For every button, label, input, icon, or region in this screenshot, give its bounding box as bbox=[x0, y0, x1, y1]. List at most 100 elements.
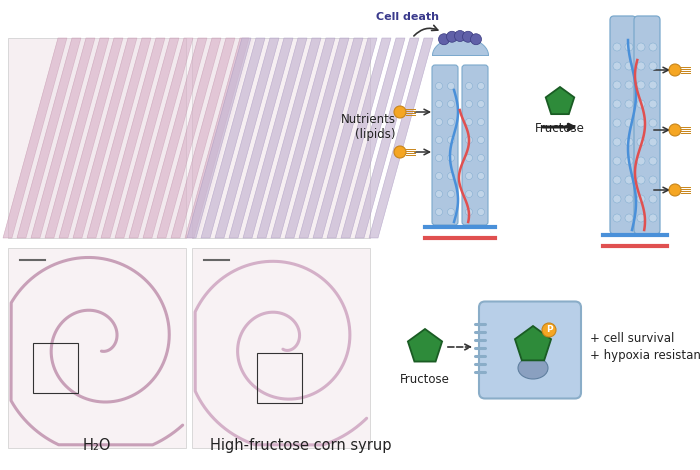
Polygon shape bbox=[138, 38, 198, 238]
Circle shape bbox=[447, 136, 454, 143]
Circle shape bbox=[463, 31, 473, 42]
Circle shape bbox=[542, 323, 556, 337]
Polygon shape bbox=[87, 38, 151, 238]
Polygon shape bbox=[187, 38, 251, 238]
Circle shape bbox=[613, 138, 621, 146]
Circle shape bbox=[637, 157, 645, 165]
Polygon shape bbox=[369, 38, 433, 238]
Circle shape bbox=[625, 81, 633, 89]
Polygon shape bbox=[515, 326, 551, 360]
Circle shape bbox=[649, 176, 657, 184]
Circle shape bbox=[466, 190, 472, 197]
Text: Nutrients
(lipids): Nutrients (lipids) bbox=[341, 113, 396, 141]
Ellipse shape bbox=[518, 357, 548, 379]
Polygon shape bbox=[26, 38, 86, 238]
Polygon shape bbox=[157, 38, 221, 238]
Polygon shape bbox=[185, 38, 249, 238]
Circle shape bbox=[466, 209, 472, 216]
Circle shape bbox=[637, 62, 645, 70]
Circle shape bbox=[637, 100, 645, 108]
FancyBboxPatch shape bbox=[432, 65, 458, 225]
Circle shape bbox=[637, 43, 645, 51]
Circle shape bbox=[477, 101, 484, 108]
Circle shape bbox=[454, 31, 466, 41]
Text: Cell death: Cell death bbox=[377, 12, 440, 22]
Polygon shape bbox=[180, 38, 240, 238]
Polygon shape bbox=[313, 38, 377, 238]
Circle shape bbox=[447, 83, 454, 89]
Circle shape bbox=[447, 172, 454, 180]
Circle shape bbox=[649, 214, 657, 222]
Circle shape bbox=[447, 101, 454, 108]
Circle shape bbox=[477, 136, 484, 143]
Circle shape bbox=[466, 101, 472, 108]
Text: + cell survival: + cell survival bbox=[590, 331, 674, 345]
Polygon shape bbox=[299, 38, 363, 238]
Circle shape bbox=[447, 31, 458, 42]
Polygon shape bbox=[31, 38, 95, 238]
Polygon shape bbox=[194, 38, 254, 238]
Polygon shape bbox=[115, 38, 179, 238]
Text: Fructose: Fructose bbox=[400, 373, 450, 386]
Polygon shape bbox=[59, 38, 123, 238]
Circle shape bbox=[637, 119, 645, 127]
FancyBboxPatch shape bbox=[8, 248, 186, 448]
Bar bbox=[257, 353, 302, 403]
Polygon shape bbox=[143, 38, 207, 238]
Polygon shape bbox=[96, 38, 156, 238]
Circle shape bbox=[637, 176, 645, 184]
Circle shape bbox=[637, 195, 645, 203]
Text: P: P bbox=[546, 326, 552, 335]
Circle shape bbox=[477, 190, 484, 197]
Circle shape bbox=[613, 157, 621, 165]
Circle shape bbox=[637, 81, 645, 89]
Polygon shape bbox=[166, 38, 226, 238]
Circle shape bbox=[435, 172, 442, 180]
Circle shape bbox=[438, 34, 449, 45]
Circle shape bbox=[669, 184, 681, 196]
Circle shape bbox=[625, 176, 633, 184]
Circle shape bbox=[637, 214, 645, 222]
Circle shape bbox=[625, 119, 633, 127]
Circle shape bbox=[649, 43, 657, 51]
FancyBboxPatch shape bbox=[8, 38, 186, 238]
Polygon shape bbox=[82, 38, 142, 238]
Circle shape bbox=[466, 136, 472, 143]
Circle shape bbox=[649, 157, 657, 165]
Polygon shape bbox=[257, 38, 321, 238]
Polygon shape bbox=[45, 38, 109, 238]
Polygon shape bbox=[229, 38, 293, 238]
Circle shape bbox=[649, 100, 657, 108]
Text: Fructose: Fructose bbox=[535, 122, 585, 135]
Circle shape bbox=[669, 124, 681, 136]
Polygon shape bbox=[73, 38, 137, 238]
FancyBboxPatch shape bbox=[192, 38, 370, 238]
Circle shape bbox=[613, 176, 621, 184]
Circle shape bbox=[613, 81, 621, 89]
Circle shape bbox=[613, 43, 621, 51]
Circle shape bbox=[477, 118, 484, 125]
Circle shape bbox=[649, 138, 657, 146]
Circle shape bbox=[613, 119, 621, 127]
Circle shape bbox=[466, 83, 472, 89]
Circle shape bbox=[477, 155, 484, 162]
Polygon shape bbox=[129, 38, 193, 238]
Polygon shape bbox=[152, 38, 212, 238]
Circle shape bbox=[447, 118, 454, 125]
Circle shape bbox=[613, 195, 621, 203]
FancyBboxPatch shape bbox=[479, 301, 581, 399]
Circle shape bbox=[435, 83, 442, 89]
Circle shape bbox=[625, 214, 633, 222]
Polygon shape bbox=[110, 38, 170, 238]
Polygon shape bbox=[285, 38, 349, 238]
Circle shape bbox=[466, 118, 472, 125]
Circle shape bbox=[477, 209, 484, 216]
Polygon shape bbox=[271, 38, 335, 238]
Bar bbox=[33, 343, 78, 393]
Circle shape bbox=[435, 155, 442, 162]
Circle shape bbox=[637, 138, 645, 146]
Text: High-fructose corn syrup: High-fructose corn syrup bbox=[210, 438, 391, 453]
Circle shape bbox=[625, 195, 633, 203]
Circle shape bbox=[477, 172, 484, 180]
Polygon shape bbox=[201, 38, 265, 238]
